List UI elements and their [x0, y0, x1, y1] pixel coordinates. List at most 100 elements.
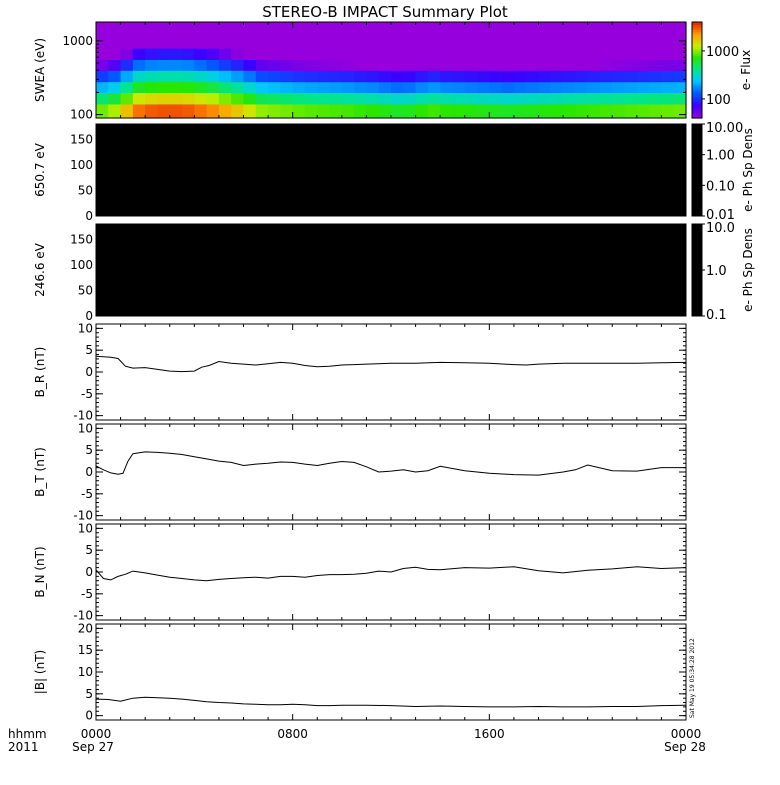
swea-cell — [304, 81, 318, 94]
swea-cell — [341, 47, 355, 61]
swea-colorbar-cell — [692, 41, 702, 45]
swea-cell — [120, 37, 134, 49]
swea-cell — [661, 25, 675, 39]
bt-ytick-label: -5 — [81, 487, 93, 501]
swea-cell — [587, 59, 601, 71]
swea-cell — [427, 103, 441, 119]
swea-cell — [563, 22, 576, 27]
swea-cell — [292, 59, 306, 71]
swea-cell — [636, 47, 650, 61]
swea-cell — [206, 25, 220, 39]
swea-cell — [501, 92, 515, 105]
swea-cell — [440, 25, 454, 39]
swea-cell — [538, 37, 552, 49]
swea-cell — [206, 70, 220, 83]
swea-cell — [636, 22, 650, 27]
swea-cell — [636, 59, 650, 71]
swea-cell — [587, 103, 601, 119]
swea-cell — [218, 59, 232, 71]
swea-cell — [526, 81, 540, 94]
swea-cell — [464, 47, 478, 61]
swea-cell — [268, 81, 281, 94]
swea-cell — [440, 70, 454, 83]
br-ytick-label: -10 — [73, 409, 93, 423]
swea-cell — [452, 59, 466, 71]
swea-cell — [415, 37, 429, 49]
br-ytick-label: -5 — [81, 387, 93, 401]
swea-cell — [624, 81, 638, 94]
swea-cell — [317, 59, 331, 71]
swea-cell — [599, 22, 613, 27]
swea-cell — [182, 81, 195, 94]
swea-cell — [464, 22, 478, 27]
swea-cell — [354, 37, 368, 49]
swea-cell — [317, 22, 331, 27]
swea-colorbar-cell — [692, 115, 702, 119]
swea-colorbar-cell — [692, 24, 702, 28]
swea-cell — [391, 92, 404, 105]
swea-cell — [145, 37, 159, 49]
swea-cell — [427, 37, 441, 49]
swea-cell — [132, 22, 146, 27]
swea-cell — [415, 70, 429, 83]
swea-cell — [440, 103, 454, 119]
swea-cell — [403, 37, 417, 49]
swea-cell — [501, 70, 515, 83]
swea-cell — [329, 81, 343, 94]
swea-cell — [452, 25, 466, 39]
swea-cell — [599, 37, 613, 49]
swea-colorbar-cell — [692, 62, 702, 66]
swea-cell — [366, 22, 380, 27]
swea-colorbar-cell — [692, 29, 702, 33]
swea-colorbar-cell — [692, 58, 702, 61]
swea-cell — [452, 81, 466, 94]
swea-cell — [304, 22, 318, 27]
swea-cell — [587, 22, 601, 27]
swea-cell — [157, 25, 171, 39]
swea-cell — [329, 47, 343, 61]
swea-ytick-label: 100 — [70, 108, 93, 122]
swea-cell — [489, 81, 503, 94]
swea-cell — [243, 92, 257, 105]
swea-colorbar-cell — [692, 31, 702, 35]
swea-cell — [255, 81, 269, 94]
swea-cell — [292, 47, 306, 61]
swea-cell — [661, 47, 675, 61]
swea-cell — [513, 37, 527, 49]
pad650-colorbar-tick-label: 0.10 — [706, 179, 735, 194]
swea-cell — [243, 25, 257, 39]
swea-cell — [268, 103, 281, 119]
swea-cell — [231, 103, 245, 119]
swea-cell — [526, 47, 540, 61]
x-tick-label: 1600 — [474, 727, 505, 741]
pad650-ytick-label: 50 — [78, 183, 93, 197]
pad650-colorbar-tick-label: 0.01 — [706, 208, 735, 223]
swea-cell — [108, 92, 122, 105]
swea-colorbar-cell — [692, 84, 702, 88]
swea-cell — [169, 47, 183, 61]
swea-cell — [268, 59, 281, 71]
swea-cell — [501, 81, 515, 94]
swea-cell — [513, 92, 527, 105]
swea-cell — [661, 81, 675, 94]
swea-cell — [366, 25, 380, 39]
swea-cell — [477, 25, 490, 39]
swea-cell — [354, 92, 368, 105]
swea-cell — [96, 92, 109, 105]
x-tick-label: 0000 — [81, 727, 112, 741]
swea-cell — [96, 70, 109, 83]
swea-cell — [489, 37, 503, 49]
swea-cell — [145, 70, 159, 83]
swea-cell — [599, 103, 613, 119]
swea-cell — [550, 92, 564, 105]
swea-cell — [132, 37, 146, 49]
swea-cell — [218, 92, 232, 105]
pad246-ytick-label: 50 — [78, 283, 93, 297]
swea-cell — [624, 103, 638, 119]
swea-cell — [673, 25, 687, 39]
swea-cell — [427, 70, 441, 83]
swea-cell — [157, 59, 171, 71]
swea-cell — [649, 47, 663, 61]
swea-cell — [292, 22, 306, 27]
